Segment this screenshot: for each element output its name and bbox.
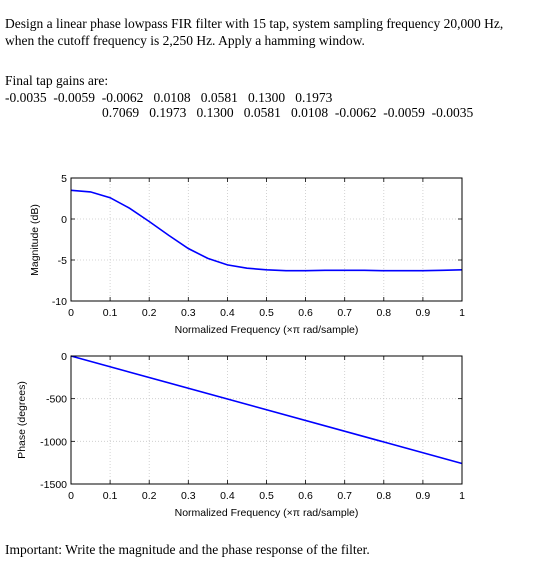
phase-x-tick-label: 0.6 [298,490,313,502]
magnitude-y-tick-label: 0 [61,214,67,226]
phase-plot: 0 0.1 0.2 0.3 0.4 0.5 0.6 0.7 0.8 0.9 1 0 -500 -1000 -… [16,351,465,519]
magnitude-y-tick-label: -5 [58,255,67,267]
phase-y-tick-label: -1500 [40,479,67,491]
phase-x-tick-label: 0.8 [376,490,391,502]
phase-y-axis-label: Phase (degrees) [16,381,28,459]
problem-line-2: when the cutoff frequency is 2,250 Hz. A… [5,33,365,48]
magnitude-x-tick-label: 0 [68,307,74,319]
phase-y-tick-label: -500 [46,394,67,406]
magnitude-y-tick-label: -10 [52,296,67,308]
magnitude-y-tick-label: 5 [61,173,67,185]
phase-x-tick-label: 0.2 [142,490,157,502]
magnitude-x-tick-label: 0.9 [416,307,431,319]
magnitude-plot: 0 0.1 0.2 0.3 0.4 0.5 0.6 0.7 0.8 0.9 1 5 0 -5 -10 Norm… [29,173,465,336]
phase-x-tick-label: 1 [459,490,465,502]
phase-x-tick-label: 0 [68,490,74,502]
magnitude-x-tick-label: 0.8 [376,307,391,319]
tap-gains-line-2: 0.7069 0.1973 0.1300 0.0581 0.0108 -0.00… [102,105,474,120]
phase-series-line [70,355,463,465]
magnitude-x-axis-label: Normalized Frequency (×π rad/sample) [175,324,359,336]
phase-y-tick-label: 0 [61,351,67,363]
magnitude-series-line [70,189,463,272]
magnitude-x-tick-label: 0.2 [142,307,157,319]
footer-instruction: Important: Write the magnitude and the p… [5,542,370,557]
magnitude-x-tick-label: 0.4 [220,307,235,319]
magnitude-y-axis-label: Magnitude (dB) [29,204,41,276]
magnitude-x-tick-label: 0.1 [103,307,118,319]
gains-title: Final tap gains are: [5,73,109,88]
phase-x-tick-label: 0.1 [103,490,118,502]
phase-x-axis-label: Normalized Frequency (×π rad/sample) [175,507,359,519]
phase-x-tick-label: 0.4 [220,490,235,502]
tap-gains-line-1: -0.0035 -0.0059 -0.0062 0.0108 0.0581 0.… [5,90,333,105]
phase-x-tick-label: 0.3 [181,490,196,502]
magnitude-x-tick-label: 0.5 [259,307,274,319]
phase-x-tick-label: 0.9 [416,490,431,502]
magnitude-axes-frame [70,177,463,302]
phase-x-tick-label: 0.5 [259,490,274,502]
magnitude-x-tick-label: 1 [459,307,465,319]
magnitude-x-tick-label: 0.3 [181,307,196,319]
phase-x-tick-label: 0.7 [337,490,352,502]
phase-axes-frame [70,355,463,485]
problem-line-1: Design a linear phase lowpass FIR filter… [5,16,504,31]
magnitude-x-tick-label: 0.7 [337,307,352,319]
magnitude-x-tick-label: 0.6 [298,307,313,319]
phase-y-tick-label: -1000 [40,436,67,448]
